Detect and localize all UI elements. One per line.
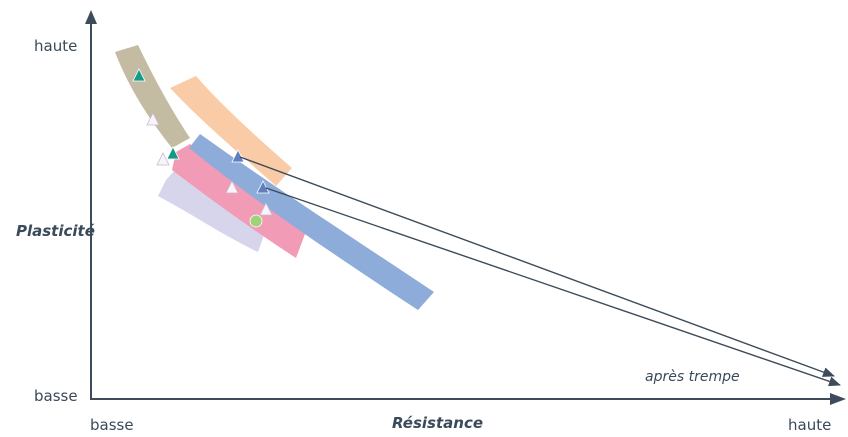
band-blue [189, 134, 434, 310]
marker-white-triangle-1 [146, 112, 160, 126]
band-tan [115, 45, 190, 148]
marker-white-triangle-2 [156, 152, 170, 166]
x-axis-arrowhead [830, 393, 846, 405]
marker-blue-triangle-1 [231, 149, 245, 163]
band-pink [172, 144, 308, 258]
quench-arrow-lower [265, 187, 841, 387]
y-axis-high-label: haute [34, 37, 77, 55]
marker-green-dot [249, 214, 263, 228]
marker-teal-triangle-2 [166, 146, 180, 160]
x-axis-low-label: basse [90, 416, 134, 434]
x-axis-title: Résistance [392, 414, 483, 432]
band-lavender [158, 170, 268, 252]
band-peach [170, 76, 292, 186]
marker-blue-triangle-2 [256, 180, 270, 194]
y-axis-arrowhead [85, 10, 97, 24]
marker-teal-triangle-1 [132, 68, 146, 82]
x-axis-high-label: haute [788, 416, 831, 434]
y-axis-title: Plasticité [16, 222, 95, 240]
quench-arrow-upper [239, 156, 835, 377]
y-axis-low-label: basse [34, 387, 78, 405]
marker-white-triangle-4 [259, 202, 273, 216]
marker-white-triangle-3 [225, 180, 239, 194]
quench-annotation: après trempe [645, 369, 740, 385]
